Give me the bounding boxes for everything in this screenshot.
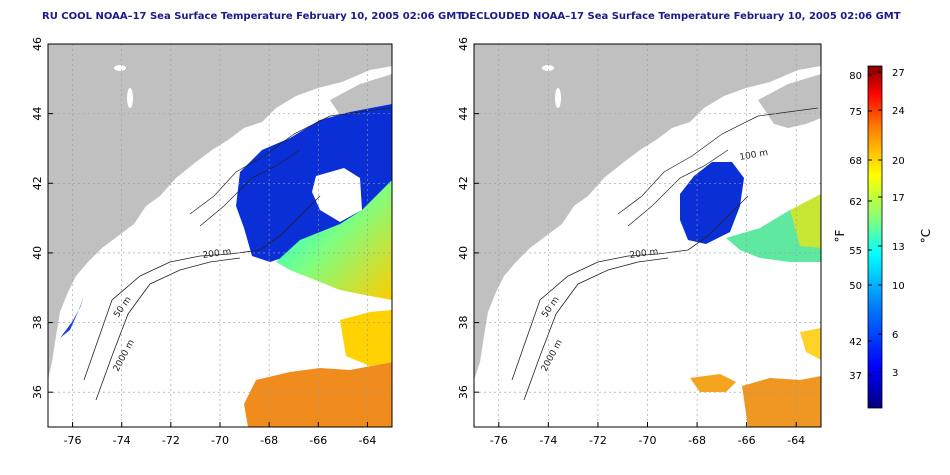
colorbar-f-label: °F: [833, 229, 847, 242]
left-map: 200 m 50 m 2000 m -76 -74 -72 -70 -68 -66 -643…: [31, 37, 393, 447]
colorbar-c-tick-label: 27: [892, 68, 905, 79]
right-y-tick-label: 38: [457, 316, 470, 330]
colorbar-c-tick-label: 10: [892, 281, 905, 292]
right-map-axes: -76 -74 -72 -70 -68 -66 -64 36 38 40 42 44 46: [457, 37, 805, 447]
right-contour-200: 200 m: [629, 247, 659, 261]
colorbar-celsius-ticks: 27 24 20 17 13 10 6 3: [878, 68, 905, 379]
left-x-tick-label: -68: [260, 434, 278, 447]
left-y-tick-label: 36: [31, 385, 44, 399]
left-map-grid: [48, 43, 392, 427]
left-x-tick-label: -76: [64, 434, 82, 447]
right-x-tick-label: -66: [738, 434, 756, 447]
right-contour-100: 100 m: [739, 148, 769, 163]
colorbar-c-tick-label: 13: [892, 242, 905, 253]
left-contour-200: 200 m: [202, 247, 232, 261]
right-map-sst-yellow: [790, 194, 821, 248]
colorbar-c-tick-label: 24: [892, 106, 905, 117]
left-y-tick-label: 38: [31, 316, 44, 330]
left-x-tick-label: -72: [162, 434, 180, 447]
colorbar-f-tick-label: 42: [849, 337, 862, 348]
right-x-tick-label: -72: [589, 434, 607, 447]
right-map: 200 m 50 m 2000 m 100 m -76 -74 -72 -70 -68-…: [457, 37, 822, 447]
colorbar-f-tick-label: 68: [849, 156, 862, 167]
left-map-land: [48, 44, 392, 380]
right-x-tick-label: -76: [490, 434, 508, 447]
colorbar: 80 75 68 62 55 50 42 37 27 24 20 17 13 10 6 3 °F °C: [833, 65, 933, 409]
right-x-tick-label: -68: [688, 434, 706, 447]
left-y-tick-label: 42: [31, 176, 44, 190]
colorbar-c-tick-label: 6: [892, 330, 898, 341]
left-x-tick-label: -70: [211, 434, 229, 447]
colorbar-f-tick-label: 80: [849, 71, 862, 82]
right-map-sst-cold: [680, 162, 744, 244]
right-map-title: DECLOUDED NOAA–17 Sea Surface Temperatur…: [461, 11, 901, 22]
right-y-tick-label: 46: [457, 37, 470, 51]
colorbar-c-tick-label: 17: [892, 193, 905, 204]
right-y-tick-label: 36: [457, 385, 470, 399]
left-map-sst-cloud-hole: [312, 168, 362, 222]
left-map-title: RU COOL NOAA–17 Sea Surface Temperature …: [42, 11, 464, 22]
right-map-grid: [474, 43, 821, 427]
colorbar-f-tick-label: 62: [849, 197, 862, 208]
right-y-tick-label: 42: [457, 176, 470, 190]
left-map-sst-warm2: [340, 310, 392, 366]
right-map-land: [474, 44, 821, 380]
colorbar-gradient: [867, 65, 883, 409]
colorbar-c-label: °C: [919, 229, 933, 243]
colorbar-f-tick-label: 55: [849, 246, 862, 257]
colorbar-fahrenheit-ticks: 80 75 68 62 55 50 42 37: [849, 71, 872, 382]
right-y-tick-label: 40: [457, 246, 470, 260]
left-y-tick-label: 44: [31, 107, 44, 121]
colorbar-c-tick-label: 20: [892, 156, 905, 167]
right-map-nova-scotia: [758, 74, 821, 128]
right-map-sst-warm3: [800, 328, 821, 360]
right-map-sst-warm2: [690, 374, 736, 392]
right-x-tick-label: -70: [639, 434, 657, 447]
colorbar-f-tick-label: 37: [849, 371, 862, 382]
left-map-sst-mid: [276, 180, 392, 300]
right-y-tick-label: 44: [457, 107, 470, 121]
left-x-tick-label: -64: [358, 434, 376, 447]
left-y-tick-label: 46: [31, 37, 44, 51]
colorbar-f-tick-label: 50: [849, 281, 862, 292]
left-x-tick-label: -66: [309, 434, 327, 447]
left-y-tick-label: 40: [31, 246, 44, 260]
colorbar-f-tick-label: 75: [849, 107, 862, 118]
right-map-sst-warm: [742, 376, 821, 427]
left-x-tick-label: -74: [113, 434, 131, 447]
colorbar-c-tick-label: 3: [892, 368, 898, 379]
right-x-tick-label: -64: [787, 434, 805, 447]
right-x-tick-label: -74: [539, 434, 557, 447]
left-map-axes: -76 -74 -72 -70 -68 -66 -64 36 38 40 42 44 46: [31, 37, 376, 447]
